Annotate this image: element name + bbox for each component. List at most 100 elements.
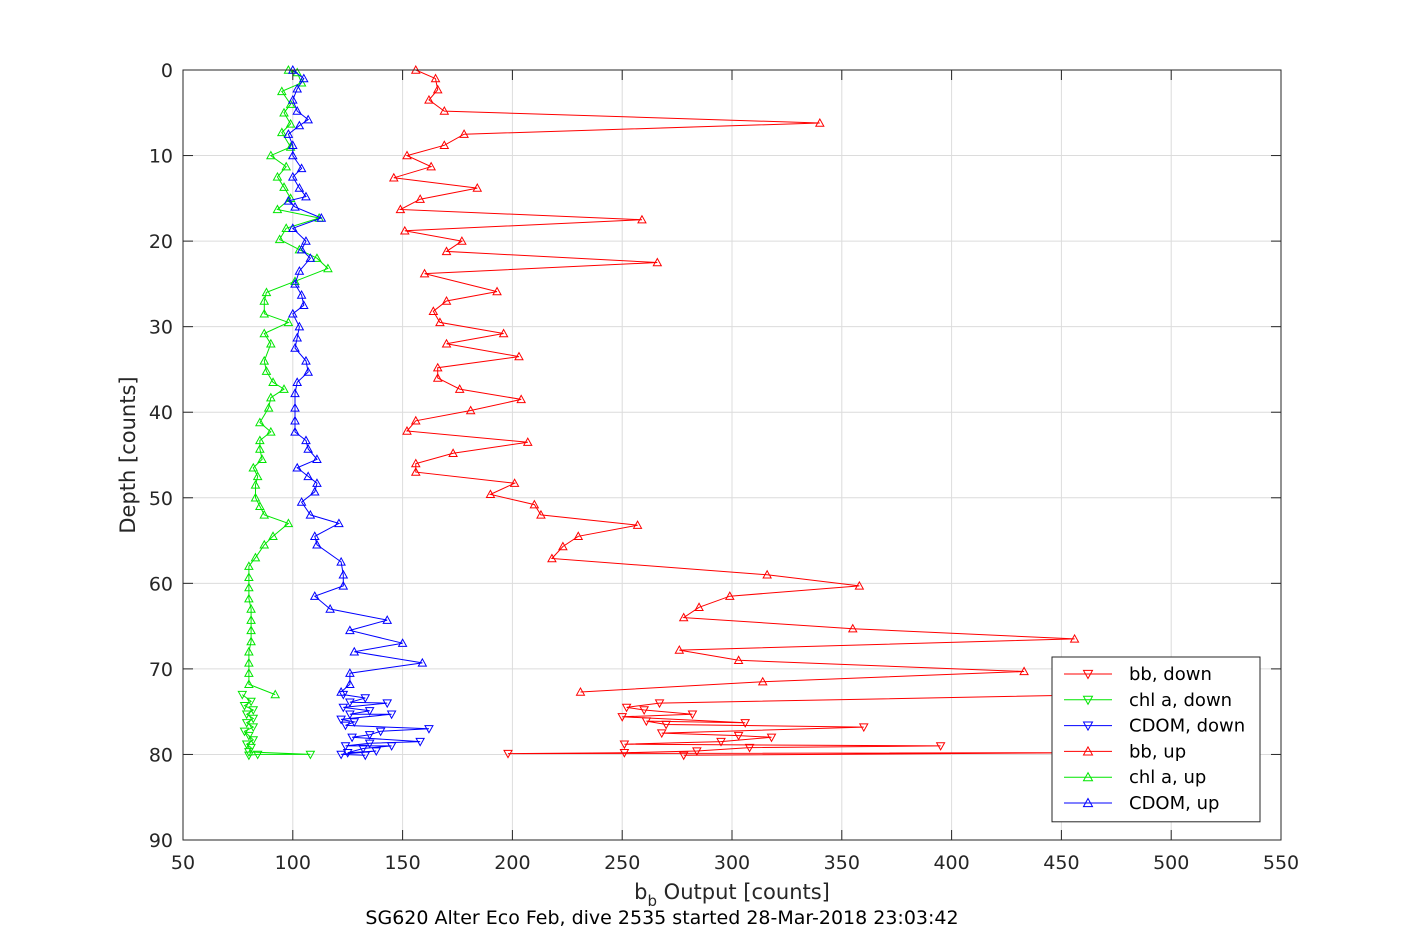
- legend-marker-icon: [1082, 695, 1094, 706]
- legend-item-cdom-down[interactable]: CDOM, down: [1064, 716, 1245, 737]
- data-point: [265, 150, 276, 160]
- data-point: [255, 443, 265, 453]
- x-tick-label: 200: [494, 852, 530, 874]
- data-point: [364, 731, 375, 740]
- data-point: [441, 246, 452, 256]
- data-point: [472, 183, 483, 192]
- legend[interactable]: bb, down chl a, down CDOM, down bb, up chl a…: [1051, 656, 1261, 823]
- data-point: [316, 212, 327, 222]
- data-point: [724, 591, 735, 600]
- data-point: [694, 602, 704, 611]
- data-point: [281, 161, 292, 171]
- data-point: [290, 201, 300, 211]
- data-point: [268, 531, 278, 540]
- data-point: [281, 223, 292, 232]
- legend-label: CDOM, down: [1129, 716, 1245, 737]
- data-point: [298, 300, 309, 309]
- data-point: [338, 580, 349, 590]
- data-point: [259, 295, 270, 305]
- data-point: [529, 499, 540, 509]
- legend-item-cdom-up[interactable]: CDOM, up: [1064, 793, 1219, 814]
- y-tick-label: 20: [149, 231, 173, 253]
- x-tick-label: 100: [275, 852, 311, 874]
- data-point: [485, 489, 496, 499]
- data-point: [399, 225, 410, 235]
- data-point: [309, 486, 320, 496]
- data-point: [283, 129, 294, 138]
- data-point: [265, 338, 276, 348]
- series-cdom-down: [336, 690, 434, 761]
- legend-item-bb-down[interactable]: bb, down: [1064, 664, 1212, 685]
- data-point: [338, 703, 349, 713]
- data-point: [536, 509, 546, 519]
- data-point: [345, 625, 355, 635]
- data-point: [415, 194, 426, 203]
- data-point: [441, 338, 452, 348]
- data-point: [305, 509, 316, 519]
- data-point: [573, 531, 584, 540]
- data-point: [292, 377, 303, 386]
- data-point: [575, 686, 586, 696]
- chart-title: SG620 Alter Eco Feb, dive 2535 started 2…: [365, 907, 958, 929]
- y-tick-label: 40: [149, 402, 173, 424]
- y-tick-label: 0: [161, 60, 173, 82]
- legend-item-bb-up[interactable]: bb, up: [1064, 741, 1186, 762]
- data-point: [246, 615, 256, 624]
- data-point: [244, 679, 254, 688]
- data-point: [312, 454, 322, 463]
- data-point: [292, 106, 303, 115]
- data-point: [395, 204, 406, 214]
- data-point: [279, 182, 289, 191]
- data-point: [1069, 633, 1080, 643]
- data-point: [336, 750, 346, 760]
- data-point: [290, 415, 300, 425]
- data-point: [301, 355, 311, 365]
- data-point: [516, 394, 527, 404]
- data-point: [349, 718, 360, 727]
- data-point: [270, 689, 281, 699]
- x-tick-label: 450: [1043, 852, 1079, 874]
- legend-item-chl-a-up[interactable]: chl a, up: [1064, 767, 1206, 788]
- data-point: [246, 603, 256, 613]
- data-point: [244, 731, 254, 741]
- legend-item-chl-a-down[interactable]: chl a, down: [1064, 690, 1232, 711]
- data-point: [441, 295, 452, 305]
- data-point: [428, 306, 439, 315]
- data-point: [382, 699, 393, 709]
- data-point: [252, 750, 263, 760]
- data-point: [492, 286, 502, 296]
- data-point: [424, 725, 434, 734]
- data-point: [345, 679, 355, 688]
- data-point: [632, 520, 643, 529]
- data-point: [498, 328, 509, 338]
- data-point: [678, 751, 689, 761]
- data-point: [255, 501, 265, 511]
- data-point: [419, 268, 430, 278]
- data-point: [296, 289, 307, 299]
- data-point: [246, 636, 256, 646]
- legend-marker-icon: [1082, 721, 1094, 732]
- data-point: [360, 751, 371, 761]
- data-point: [292, 462, 303, 472]
- data-point: [244, 751, 254, 761]
- data-point: [279, 107, 289, 117]
- data-point: [296, 77, 307, 87]
- data-point: [637, 214, 647, 224]
- ticks: [182, 69, 1282, 841]
- data-point: [349, 646, 360, 656]
- y-tick-label: 50: [149, 488, 173, 510]
- data-point: [345, 668, 355, 677]
- data-point: [255, 417, 265, 427]
- y-tick-label: 90: [149, 830, 173, 852]
- data-point: [246, 625, 256, 635]
- data-point: [858, 723, 869, 733]
- data-point: [268, 377, 278, 386]
- legend-label: CDOM, up: [1129, 793, 1219, 814]
- data-point: [652, 257, 663, 267]
- data-point: [345, 710, 355, 720]
- data-point: [439, 140, 450, 149]
- data-point: [305, 750, 316, 760]
- data-point: [847, 623, 858, 633]
- data-point: [276, 127, 287, 137]
- data-point: [336, 686, 346, 696]
